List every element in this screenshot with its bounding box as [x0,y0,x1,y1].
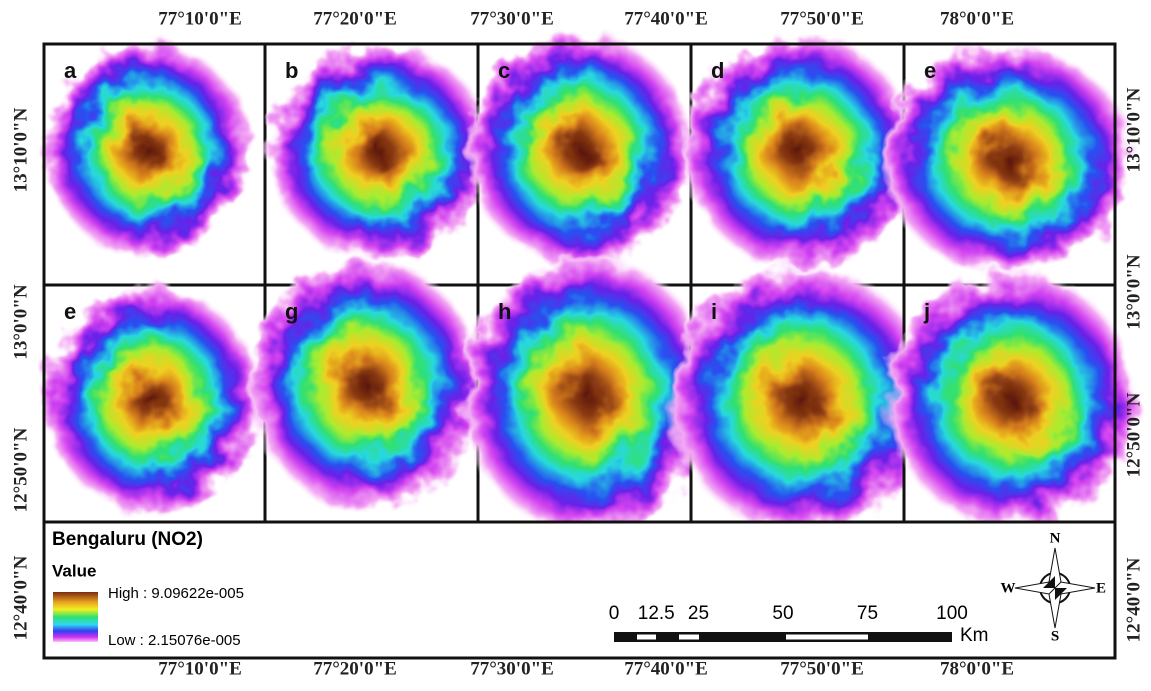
no2-surface [459,252,717,538]
latitude-label: 12°40'0"N [10,555,31,640]
scale-unit: Km [960,625,989,646]
panel-label: c [498,58,510,83]
west-label: W [1001,580,1016,596]
panel-label: a [64,58,77,83]
no2-surface [41,283,263,517]
longitude-label: 78°0'0"E [940,8,1014,29]
scale-bar-segment [637,634,656,640]
longitude-label: 77°20'0"E [313,8,397,29]
scale-tick-label: 0 [609,603,620,624]
panel-label: b [285,58,298,83]
longitude-label: 78°0'0"E [940,658,1014,679]
latitude-label: 13°10'0"N [10,107,31,192]
coordinate-labels: 77°10'0"E 77°20'0"E 77°30'0"E 77°40'0"E 77°5… [10,8,1144,679]
longitude-label: 77°10'0"E [158,8,242,29]
latitude-label: 13°10'0"N [1123,87,1144,172]
longitude-label: 77°40'0"E [624,658,708,679]
color-ramp [53,592,98,642]
compass-arms [1014,547,1096,629]
latitude-label: 13°0'0"N [1123,254,1144,329]
no2-surface [883,270,1141,530]
panel-label: g [285,299,298,324]
panel-label: j [923,299,930,324]
longitude-label: 77°40'0"E [624,8,708,29]
scale-tick-label: 50 [772,603,793,624]
north-label: N [1050,530,1061,546]
panel-label: d [711,58,724,83]
no2-surface [265,41,495,263]
scale-bar-segment [786,634,868,640]
legend-low: Low : 2.15076e-005 [108,632,241,649]
scale-bar-segment [679,634,699,640]
no2-surface [42,39,254,261]
panel-label: e [64,299,76,324]
longitude-label: 77°20'0"E [313,658,397,679]
longitude-label: 77°50'0"E [780,8,864,29]
no2-surface [681,32,919,272]
east-label: E [1096,580,1106,596]
latitude-label: 12°50'0"N [1123,392,1144,477]
latitude-label: 12°40'0"N [1123,557,1144,642]
compass-fill [1043,576,1067,600]
no2-surface [667,263,937,537]
panel-label: i [711,299,717,324]
scale-tick-label: 25 [688,603,709,624]
longitude-label: 77°30'0"E [470,8,554,29]
legend-subtitle: Value [52,561,96,580]
north-arrow: N S W E [1001,530,1107,644]
latitude-label: 13°0'0"N [10,284,31,359]
longitude-label: 77°50'0"E [780,658,864,679]
longitude-label: 77°30'0"E [470,658,554,679]
panels: a b c d e e g h i j [41,30,1141,538]
scale-bar: Km [614,625,989,646]
no2-surface [465,30,695,270]
no2-surface [879,43,1137,277]
longitude-label: 77°10'0"E [158,658,242,679]
legend-title: Bengaluru (NO2) [52,529,203,550]
south-label: S [1051,628,1059,644]
scale-tick-label: 100 [936,603,968,624]
scale-bar-body [614,632,952,642]
scale-tick-label: 12.5 [638,603,675,624]
panel-label: e [924,58,936,83]
legend-high: High : 9.09622e-005 [108,585,244,602]
scale-tick-label: 75 [857,603,878,624]
latitude-label: 12°50'0"N [10,427,31,512]
no2-surface [247,257,485,513]
scale-ticks: 0 12.5 25 50 75 100 [609,603,968,624]
panel-label: h [498,299,511,324]
